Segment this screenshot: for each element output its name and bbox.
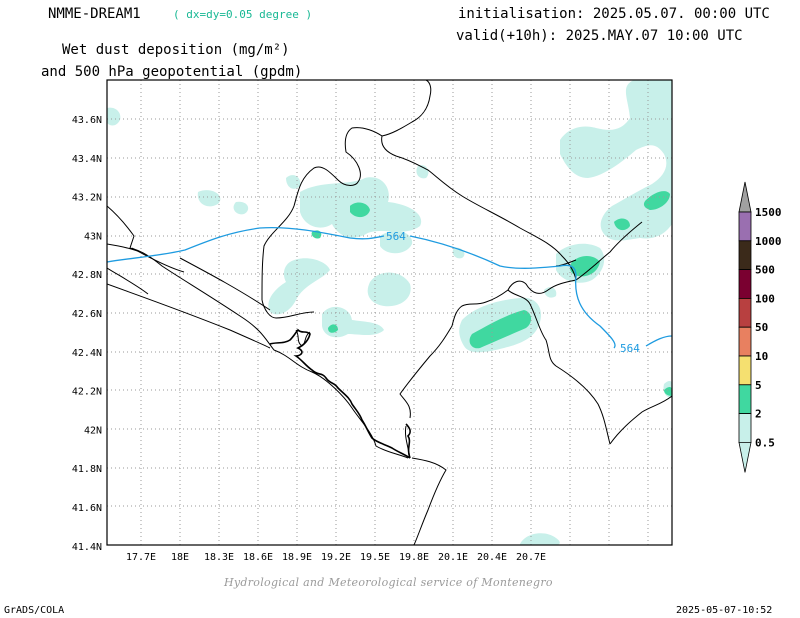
border-line: [107, 283, 271, 349]
shade-area: [350, 202, 370, 218]
shade-area: [520, 533, 560, 545]
x-tick-label: 20.1E: [438, 552, 468, 563]
shade-area: [469, 310, 532, 349]
x-tick-label: 17.7E: [126, 552, 156, 563]
x-tick-label: 19.5E: [360, 552, 390, 563]
map-title-line1: Wet dust deposition (mg/m²): [62, 42, 290, 58]
colorbar-swatch: [738, 413, 752, 443]
y-tick-label: 42.8N: [72, 270, 102, 281]
y-tick-label: 42.6N: [72, 309, 102, 320]
initialisation-time: initialisation: 2025.05.07. 00:00 UTC: [458, 6, 770, 22]
colorbar-swatch: [738, 240, 752, 271]
border-line: [399, 289, 509, 419]
x-tick-label: 18E: [171, 552, 189, 563]
deposition-shading: [107, 80, 672, 545]
valid-time: valid(+10h): 2025.MAY.07 10:00 UTC: [456, 28, 743, 44]
y-tick-label: 41.4N: [72, 542, 102, 553]
y-tick-label: 42N: [84, 425, 102, 436]
shade-area: [380, 230, 413, 254]
map-title-line2: and 500 hPa geopotential (gpdm): [41, 64, 303, 80]
shade-area: [560, 80, 672, 241]
border-line: [131, 247, 185, 273]
shade-area: [268, 258, 330, 315]
colorbar-label: 100: [755, 292, 775, 305]
colorbar-label: 5: [755, 379, 762, 392]
x-tick-label: 19.8E: [399, 552, 429, 563]
colorbar: 1500 1000 500 100 50 10 5 2 0.5: [738, 181, 782, 473]
border-line: [507, 279, 611, 445]
colorbar-label: 500: [755, 264, 775, 277]
border-line: [107, 243, 141, 253]
y-tick-label: 43N: [84, 231, 102, 242]
x-tick-label: 18.9E: [282, 552, 312, 563]
shade-area: [286, 175, 301, 189]
shade-area: [614, 218, 630, 231]
contour-label-564-a: 564: [386, 230, 406, 243]
coastline: [269, 328, 411, 459]
border-line: [107, 267, 149, 295]
border-line: [179, 257, 271, 311]
y-axis-labels: 43.6N 43.4N 43.2N 43N 42.8N 42.6N 42.4N 42.2N 42…: [72, 115, 102, 553]
map-frame: [106, 79, 673, 546]
software-label: GrADS/COLA: [4, 605, 65, 616]
geopotential-contour: [107, 226, 672, 349]
colorbar-label: 0.5: [755, 436, 775, 449]
colorbar-swatch: [738, 269, 752, 299]
colorbar-label: 1500: [755, 206, 782, 219]
border-line: [261, 299, 315, 319]
y-tick-label: 42.4N: [72, 348, 102, 359]
coast-line: [269, 328, 411, 459]
y-tick-label: 43.6N: [72, 115, 102, 126]
colorbar-swatch: [738, 355, 752, 386]
x-tick-label: 20.4E: [477, 552, 507, 563]
x-tick-label: 18.3E: [204, 552, 234, 563]
border-line: [609, 395, 672, 445]
border-line: [381, 135, 577, 281]
colorbar-arrow-top: [738, 181, 752, 213]
y-tick-label: 43.4N: [72, 154, 102, 165]
border-line: [575, 221, 643, 281]
border-line: [411, 457, 447, 545]
shade-area: [544, 287, 557, 298]
grid-lines: [107, 80, 672, 545]
shade-area: [328, 324, 338, 333]
shade-area: [570, 256, 600, 277]
x-axis-labels: 17.7E 18E 18.3E 18.6E 18.9E 19.2E 19.5E 19.8E 20…: [126, 552, 546, 563]
y-tick-label: 42.2N: [72, 387, 102, 398]
border-line: [261, 80, 432, 301]
x-tick-label: 20.7E: [516, 552, 546, 563]
colorbar-swatch: [738, 211, 752, 242]
shade-area: [197, 190, 221, 207]
shade-area: [664, 387, 672, 396]
colorbar-label: 1000: [755, 235, 782, 248]
x-tick-label: 19.2E: [321, 552, 351, 563]
colorbar-label: 2: [755, 408, 762, 421]
shade-area: [367, 272, 411, 307]
shade-area: [233, 201, 249, 215]
colorbar-label: 50: [755, 321, 768, 334]
shade-area: [643, 191, 670, 210]
timestamp-label: 2025-05-07-10:52: [676, 605, 773, 616]
model-name: NMME-DREAM1: [48, 6, 141, 22]
x-tick-label: 18.6E: [243, 552, 273, 563]
shade-area: [107, 107, 121, 126]
y-tick-label: 41.8N: [72, 464, 102, 475]
resolution-note: ( dx=dy=0.05 degree ): [173, 8, 313, 21]
y-tick-label: 41.6N: [72, 503, 102, 514]
y-tick-label: 43.2N: [72, 193, 102, 204]
colorbar-swatch: [738, 297, 752, 328]
colorbar-swatch: [738, 384, 752, 414]
contour-line-564: [107, 226, 672, 349]
credit-text: Hydrological and Meteorological service …: [224, 576, 553, 589]
colorbar-label: 10: [755, 350, 768, 363]
contour-label-564-b: 564: [620, 342, 640, 355]
coast-line: [405, 423, 411, 459]
colorbar-swatch: [738, 326, 752, 357]
colorbar-arrow-bottom: [738, 442, 752, 473]
